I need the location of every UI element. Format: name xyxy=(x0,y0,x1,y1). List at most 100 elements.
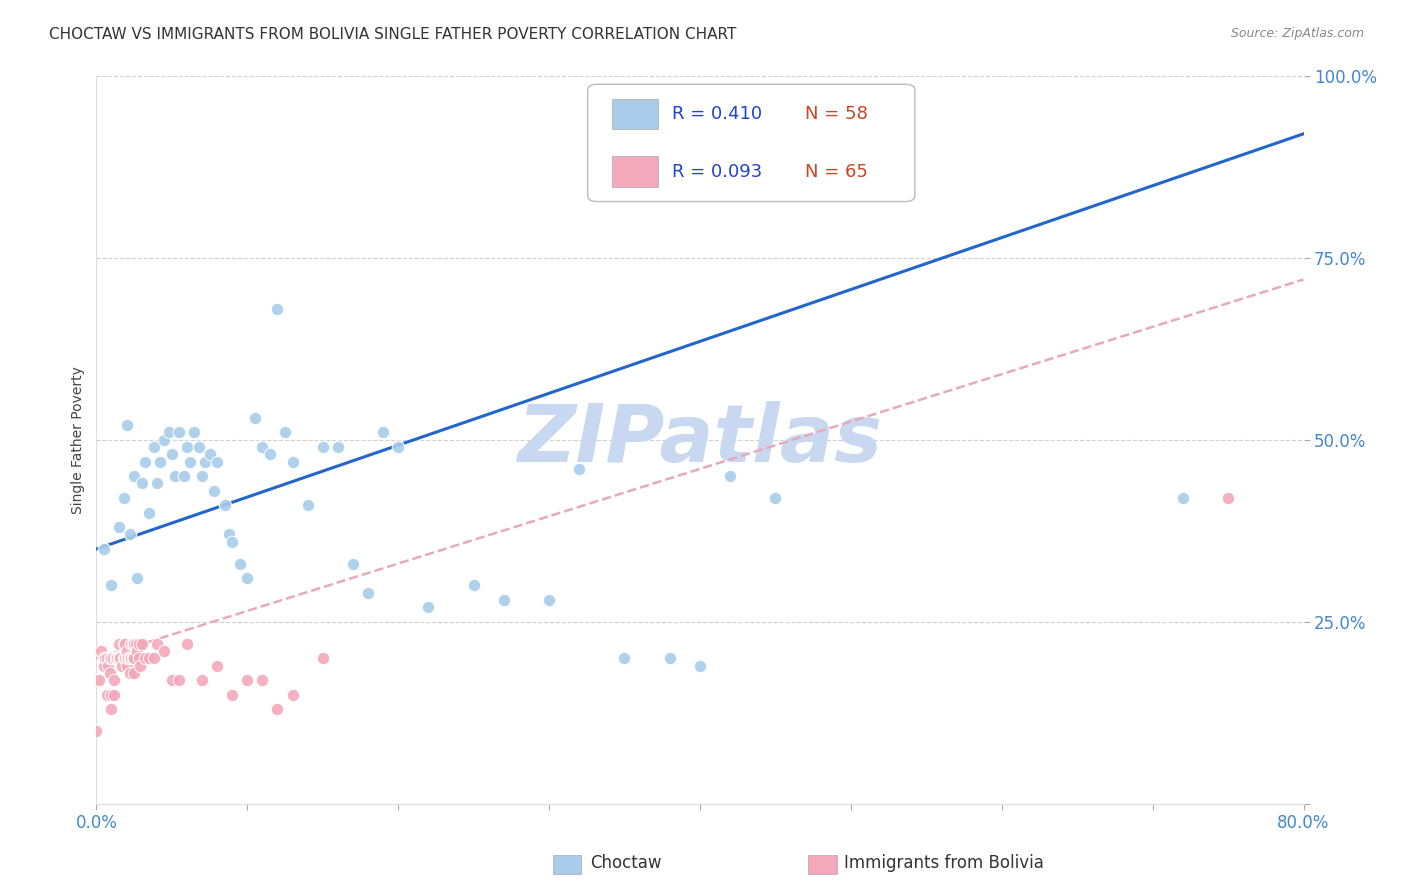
Point xyxy=(228,557,250,571)
Point xyxy=(118,527,141,541)
Point xyxy=(122,665,145,680)
Point xyxy=(103,673,125,687)
Y-axis label: Single Father Poverty: Single Father Poverty xyxy=(72,366,86,514)
Point xyxy=(134,454,156,468)
Point xyxy=(107,651,129,665)
Point xyxy=(153,644,176,658)
Point xyxy=(114,637,136,651)
Point xyxy=(205,454,228,468)
Point xyxy=(128,651,150,665)
Point xyxy=(138,506,160,520)
Text: ZIPatlas: ZIPatlas xyxy=(517,401,883,479)
Point xyxy=(418,600,440,615)
Point xyxy=(108,520,131,534)
Text: R = 0.093: R = 0.093 xyxy=(672,162,762,181)
Point xyxy=(214,498,236,512)
FancyBboxPatch shape xyxy=(588,84,915,202)
Point xyxy=(236,571,259,585)
Point xyxy=(127,644,149,658)
Point xyxy=(127,571,149,585)
Point xyxy=(117,651,139,665)
Point xyxy=(108,637,131,651)
Point xyxy=(718,469,741,483)
Point xyxy=(98,665,121,680)
Point xyxy=(101,651,124,665)
Point xyxy=(131,476,153,491)
Point xyxy=(658,651,681,665)
Point xyxy=(236,673,259,687)
Point xyxy=(121,637,143,651)
Point xyxy=(110,651,132,665)
Point xyxy=(281,688,304,702)
Point xyxy=(89,673,111,687)
Point xyxy=(281,454,304,468)
Point xyxy=(183,425,205,440)
Point xyxy=(100,578,122,592)
Point xyxy=(104,651,127,665)
Point xyxy=(371,425,394,440)
Point xyxy=(312,440,335,454)
Point xyxy=(312,651,335,665)
Point xyxy=(274,425,297,440)
Point xyxy=(121,651,143,665)
Point xyxy=(145,637,167,651)
Point xyxy=(112,651,135,665)
Point xyxy=(115,651,138,665)
Point xyxy=(120,651,142,665)
Point xyxy=(122,637,145,651)
Point xyxy=(160,673,183,687)
Point xyxy=(128,637,150,651)
Point xyxy=(96,688,118,702)
Point xyxy=(387,440,409,454)
Point xyxy=(252,440,274,454)
Point xyxy=(613,651,636,665)
Point xyxy=(115,658,138,673)
Point xyxy=(138,651,160,665)
Point xyxy=(537,593,560,607)
Point xyxy=(221,534,243,549)
Point xyxy=(163,469,186,483)
Point xyxy=(115,644,138,658)
Point xyxy=(115,418,138,433)
Point xyxy=(266,702,288,716)
FancyBboxPatch shape xyxy=(808,855,837,874)
Text: N = 65: N = 65 xyxy=(806,162,868,181)
Point xyxy=(463,578,485,592)
Point xyxy=(252,673,274,687)
Point xyxy=(342,557,364,571)
Point xyxy=(259,447,281,461)
Point xyxy=(198,447,221,461)
Point xyxy=(100,651,122,665)
Point xyxy=(93,651,115,665)
Point xyxy=(218,527,240,541)
Point xyxy=(122,469,145,483)
Point xyxy=(1216,491,1239,505)
Point xyxy=(118,651,141,665)
Point xyxy=(191,673,214,687)
Point xyxy=(191,469,214,483)
Point xyxy=(176,637,198,651)
Point xyxy=(110,651,132,665)
Point xyxy=(142,651,165,665)
Point xyxy=(112,491,135,505)
Point xyxy=(221,688,243,702)
Point xyxy=(205,658,228,673)
Point xyxy=(134,651,156,665)
Point xyxy=(90,644,112,658)
Point xyxy=(104,651,127,665)
Point xyxy=(118,665,141,680)
Text: CHOCTAW VS IMMIGRANTS FROM BOLIVIA SINGLE FATHER POVERTY CORRELATION CHART: CHOCTAW VS IMMIGRANTS FROM BOLIVIA SINGL… xyxy=(49,27,737,42)
Point xyxy=(111,658,134,673)
Point xyxy=(124,637,146,651)
Point xyxy=(96,651,118,665)
FancyBboxPatch shape xyxy=(612,99,658,129)
Point xyxy=(94,651,117,665)
Point xyxy=(100,688,122,702)
Point xyxy=(112,637,135,651)
Point xyxy=(169,673,191,687)
Point xyxy=(243,410,266,425)
Point xyxy=(86,724,108,739)
Text: R = 0.410: R = 0.410 xyxy=(672,105,762,123)
Point xyxy=(114,651,136,665)
Point xyxy=(763,491,786,505)
